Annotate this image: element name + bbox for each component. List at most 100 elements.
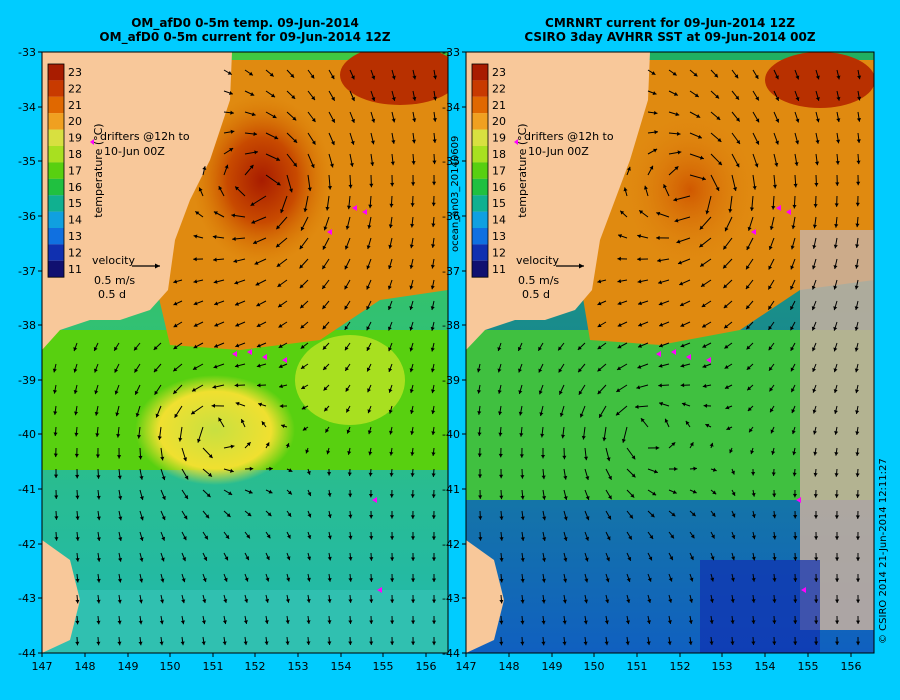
- current-vector-head: [348, 514, 353, 519]
- current-vector-head: [410, 223, 415, 228]
- current-vector-head: [477, 389, 482, 394]
- lon-tick-label: 147: [456, 660, 477, 673]
- current-vector-head: [389, 203, 394, 208]
- current-vector-head: [272, 114, 277, 119]
- current-vector-head: [538, 368, 543, 373]
- current-vector-head: [608, 475, 612, 480]
- current-vector-head: [520, 537, 525, 541]
- current-vector-head: [264, 641, 269, 645]
- current-vector-head: [811, 306, 816, 311]
- current-vector-head: [755, 140, 760, 145]
- current-vector-head: [250, 202, 255, 206]
- left-drifters: [232, 205, 382, 593]
- current-vector-head: [75, 599, 80, 604]
- current-vector-head: [235, 401, 240, 406]
- current-vector-head: [562, 455, 567, 460]
- current-vector-head: [198, 187, 203, 192]
- current-vector-head: [193, 301, 198, 306]
- current-vector-head: [676, 239, 681, 244]
- current-vector-head: [430, 306, 435, 310]
- current-vector-head: [411, 599, 416, 603]
- current-vector-head: [139, 475, 144, 480]
- current-vector-head: [228, 491, 233, 495]
- current-vector-head: [231, 213, 236, 218]
- current-vector-head: [693, 466, 697, 471]
- current-vector-head: [327, 556, 332, 561]
- current-vector-head: [192, 387, 197, 392]
- current-vector-head: [234, 383, 239, 388]
- colorbar-swatch: [472, 244, 488, 261]
- current-vector-head: [477, 453, 482, 457]
- current-vector-head: [303, 208, 308, 212]
- left-warm-eddy: [192, 95, 332, 265]
- lon-tick-label: 151: [203, 660, 224, 673]
- current-vector-head: [562, 641, 567, 646]
- velocity-legend-label: velocity: [92, 254, 135, 267]
- current-vector-head: [833, 244, 838, 249]
- current-vector-head: [724, 344, 729, 349]
- current-vector-head: [519, 454, 524, 458]
- current-vector-head: [300, 304, 305, 309]
- current-vector-head: [409, 410, 414, 414]
- current-vector-head: [558, 368, 563, 373]
- current-vector-head: [230, 444, 235, 449]
- current-vector-head: [235, 322, 240, 327]
- current-vector-head: [95, 433, 100, 437]
- colorbar-swatch: [48, 228, 64, 245]
- colorbar-swatch: [48, 162, 64, 179]
- current-vector-head: [75, 495, 80, 500]
- current-vector-head: [814, 557, 819, 561]
- current-vector-head: [709, 620, 714, 624]
- current-vector-head: [117, 578, 122, 583]
- current-vector-head: [834, 515, 839, 519]
- current-vector-head: [637, 234, 642, 239]
- current-vector-head: [835, 182, 840, 186]
- current-vector-head: [387, 326, 392, 331]
- lat-tick-label: -37: [18, 265, 36, 278]
- current-vector-head: [855, 244, 860, 248]
- current-vector-head: [835, 599, 840, 603]
- drifter-marker: [377, 587, 382, 593]
- current-vector-head: [539, 412, 544, 417]
- current-vector-head: [723, 304, 728, 309]
- current-vector-head: [409, 306, 414, 311]
- current-vector-head: [790, 265, 795, 270]
- current-vector-head: [578, 390, 583, 395]
- current-vector-head: [702, 344, 707, 348]
- colorbar-value: 21: [68, 99, 82, 112]
- current-vector-head: [751, 514, 756, 518]
- current-vector-head: [155, 413, 160, 418]
- lon-tick-label: 156: [416, 660, 437, 673]
- current-vector-head: [855, 599, 861, 604]
- current-vector-head: [746, 365, 751, 370]
- current-vector-head: [54, 537, 59, 541]
- colorbar-value: 20: [492, 115, 506, 128]
- current-vector-head: [230, 110, 234, 115]
- right-australia-land: [466, 52, 650, 350]
- current-vector-head: [836, 118, 841, 122]
- current-vector-head: [139, 496, 144, 500]
- current-vector-head: [182, 557, 186, 562]
- current-vector-head: [812, 367, 817, 372]
- drifter-marker: [362, 209, 367, 215]
- left-australia-land: [42, 52, 232, 350]
- current-vector-head: [181, 578, 186, 583]
- current-vector-head: [258, 402, 263, 407]
- current-vector-head: [559, 412, 564, 417]
- current-vector-head: [696, 114, 701, 118]
- current-vector-head: [795, 96, 800, 101]
- current-vector-head: [311, 140, 316, 145]
- current-vector-head: [306, 620, 311, 624]
- current-vector-head: [431, 389, 436, 394]
- current-vector-head: [389, 472, 394, 477]
- current-vector-head: [409, 326, 414, 331]
- right-panel-title: CMRNRT current for 09-Jun-2014 12Z CSIRO…: [466, 16, 874, 44]
- current-vector-head: [638, 301, 642, 306]
- colorbar-swatch: [472, 162, 488, 179]
- left-title-line1: OM_afD0 0-5m temp. 09-Jun-2014: [131, 16, 359, 30]
- current-vector-head: [559, 390, 563, 395]
- current-vector-head: [702, 364, 707, 368]
- current-vector-head: [747, 407, 752, 411]
- current-vector-head: [411, 161, 416, 165]
- current-vector-head: [812, 388, 817, 393]
